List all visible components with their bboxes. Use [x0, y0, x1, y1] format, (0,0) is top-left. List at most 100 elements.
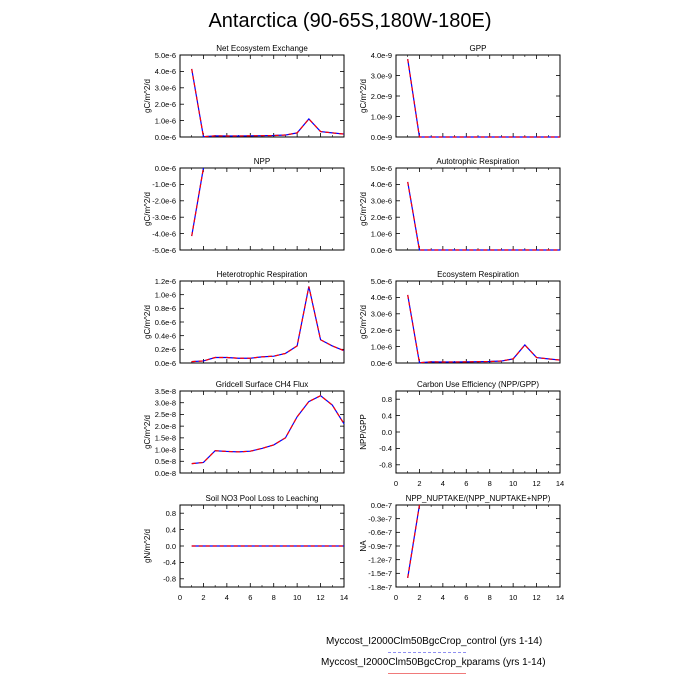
panel-title: Autotrophic Respiration	[436, 157, 519, 166]
plot-frame	[179, 167, 345, 251]
y-tick-label: 0.0e-7	[371, 501, 392, 510]
y-tick-label: 0.0	[166, 542, 176, 551]
y-tick-label: 5.0e-6	[371, 164, 392, 173]
x-tick-label: 0	[394, 593, 398, 602]
x-tick-label: 2	[201, 593, 205, 602]
y-tick-label: -0.4	[379, 444, 392, 453]
y-tick-label: -1.8e-7	[368, 583, 392, 592]
y-tick-label: -0.8	[379, 461, 392, 470]
y-axis-label: gC/m^2/d	[359, 79, 368, 113]
panel-title: NPP_NUPTAKE/(NPP_NUPTAKE+NPP)	[406, 494, 551, 503]
chart-panel-9: Soil NO3 Pool Loss to Leaching gN/m^2/d 0 2…	[143, 494, 348, 602]
x-tick-label: 6	[464, 479, 468, 488]
plot-frame	[395, 504, 561, 588]
plot-frame	[179, 54, 345, 138]
series-line-kparams	[191, 394, 345, 465]
y-tick-label: 2.0e-6	[371, 326, 392, 335]
x-tick-label: 14	[340, 593, 348, 602]
panel-title: Ecosystem Respiration	[437, 270, 519, 279]
series-line-control	[191, 286, 345, 363]
x-tick-label: 6	[464, 593, 468, 602]
series-line-control	[407, 181, 560, 251]
x-tick-label: 14	[556, 593, 564, 602]
chart-panel-6: Ecosystem Respiration gC/m^2/d 0.0e-6 1.0e-…	[359, 270, 561, 368]
chart-panel-4: Autotrophic Respiration gC/m^2/d 0.0e-6 1.0…	[359, 157, 561, 255]
y-axis-label: gC/m^2/d	[359, 305, 368, 339]
x-tick-label: 10	[509, 479, 517, 488]
panel-title: Gridcell Surface CH4 Flux	[216, 380, 308, 389]
chart-panel-5: Heterotrophic Respiration gC/m^2/d 0.0e-6 0…	[143, 270, 345, 368]
y-tick-label: 4.0e-6	[371, 180, 392, 189]
y-axis-label: gC/m^2/d	[359, 192, 368, 226]
series-line-kparams	[407, 181, 560, 251]
x-tick-label: 4	[441, 479, 445, 488]
y-tick-label: 0.0e-6	[371, 246, 392, 255]
y-tick-label: 3.0e-9	[371, 71, 392, 80]
series-line-control	[407, 59, 560, 138]
y-tick-label: 0.5e-8	[155, 457, 176, 466]
y-tick-label: 0.8	[166, 509, 176, 518]
y-tick-label: -2.0e-6	[152, 197, 176, 206]
y-tick-label: 1.0e-6	[371, 229, 392, 238]
y-tick-label: 0.4	[382, 411, 392, 420]
y-tick-label: 1.0e-6	[155, 116, 176, 125]
y-tick-label: 0.8e-6	[155, 304, 176, 313]
y-tick-label: -1.0e-6	[152, 180, 176, 189]
y-axis-label: gC/m^2/d	[143, 192, 152, 226]
y-tick-label: 2.0e-6	[371, 213, 392, 222]
series-line-control	[407, 294, 561, 364]
x-tick-label: 14	[556, 479, 564, 488]
y-tick-label: -0.9e-7	[368, 542, 392, 551]
x-tick-label: 8	[272, 593, 276, 602]
y-tick-label: 5.0e-6	[155, 51, 176, 60]
y-axis-label: NPP/GPP	[359, 414, 368, 450]
x-tick-label: 12	[316, 593, 324, 602]
series-line-kparams	[191, 286, 345, 363]
series-line-control	[191, 394, 345, 465]
y-tick-label: 1.0e-6	[371, 342, 392, 351]
chart-panel-8: Carbon Use Efficiency (NPP/GPP) NPP/GPP 0 2…	[359, 380, 564, 488]
y-tick-label: 1.0e-9	[371, 112, 392, 121]
x-tick-label: 2	[417, 479, 421, 488]
chart-panel-2: GPP gC/m^2/d 0.0e-9 1.0e-9 2.0e-9 3.0e-9 4.0e-…	[359, 44, 561, 142]
y-axis-label: gC/m^2/d	[143, 79, 152, 113]
y-axis-label: gC/m^2/d	[143, 415, 152, 449]
series-line-kparams	[407, 504, 421, 578]
plot-frame	[395, 390, 561, 474]
x-tick-label: 10	[509, 593, 517, 602]
y-tick-label: 0.8	[382, 395, 392, 404]
panel-title: Heterotrophic Respiration	[217, 270, 308, 279]
y-tick-label: 4.0e-9	[371, 51, 392, 60]
y-tick-label: 0.4e-6	[155, 331, 176, 340]
y-tick-label: 0.0	[382, 428, 392, 437]
panel-title: NPP	[254, 157, 270, 166]
y-tick-label: 0.0e-6	[371, 359, 392, 368]
x-tick-label: 8	[488, 593, 492, 602]
y-tick-label: 3.5e-8	[155, 387, 176, 396]
series-line-kparams	[407, 294, 561, 364]
y-tick-label: 3.0e-6	[371, 310, 392, 319]
x-tick-label: 8	[488, 479, 492, 488]
x-tick-label: 4	[441, 593, 445, 602]
y-tick-label: -1.5e-7	[368, 569, 392, 578]
x-tick-label: 12	[532, 479, 540, 488]
series-line-kparams	[191, 68, 345, 138]
y-tick-label: 0.4	[166, 525, 176, 534]
panel-title: Soil NO3 Pool Loss to Leaching	[206, 494, 319, 503]
chart-panel-10: NPP_NUPTAKE/(NPP_NUPTAKE+NPP) NA 0 2 4 6 8 10 12…	[359, 494, 564, 602]
y-tick-label: 2.0e-9	[371, 92, 392, 101]
y-tick-label: 0.0e-8	[155, 469, 176, 478]
y-tick-label: 1.0e-8	[155, 445, 176, 454]
y-tick-label: 1.2e-6	[155, 277, 176, 286]
plot-frame	[395, 167, 561, 251]
x-tick-label: 10	[293, 593, 301, 602]
y-tick-label: 0.6e-6	[155, 318, 176, 327]
y-axis-label: gC/m^2/d	[143, 305, 152, 339]
y-tick-label: 3.0e-8	[155, 399, 176, 408]
y-tick-label: 2.0e-8	[155, 422, 176, 431]
y-tick-label: 0.0e-6	[155, 133, 176, 142]
x-tick-label: 0	[178, 593, 182, 602]
x-tick-label: 2	[417, 593, 421, 602]
y-tick-label: 2.0e-6	[155, 100, 176, 109]
